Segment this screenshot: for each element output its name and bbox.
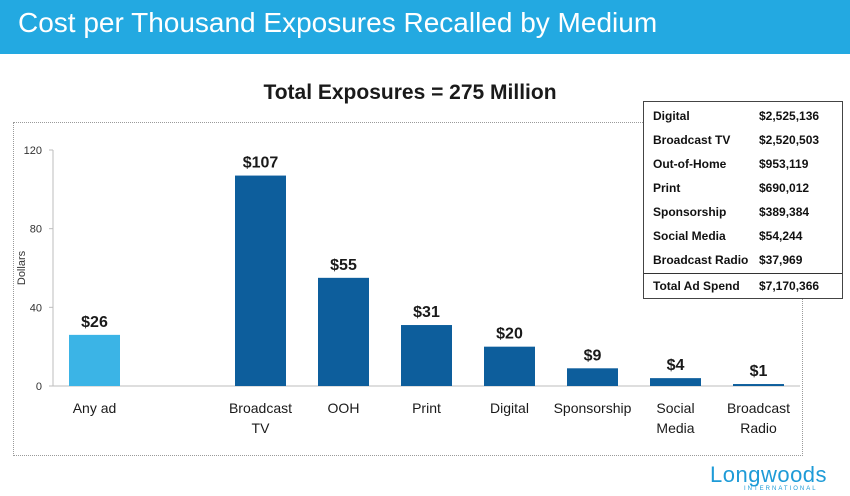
- data-label: $1: [750, 363, 768, 380]
- spend-value: $953,119: [759, 157, 809, 171]
- longwoods-logo: Longwoods INTERNATIONAL: [710, 463, 832, 493]
- data-label: $55: [330, 257, 357, 274]
- spend-value: $2,525,136: [759, 109, 820, 123]
- spend-row-sponsorship: Sponsorship $389,384: [644, 200, 842, 224]
- bar: [318, 277, 369, 386]
- bar: [567, 368, 618, 386]
- bar: [650, 378, 701, 386]
- y-axis-label: Dollars: [16, 250, 28, 285]
- data-label: $9: [584, 347, 602, 364]
- bar: [401, 325, 452, 386]
- x-tick-label: Broadcast: [727, 400, 790, 416]
- spend-label: Out-of-Home: [653, 157, 727, 171]
- x-tick-label: Print: [412, 400, 441, 416]
- logo-wordmark: Longwoods: [710, 462, 828, 487]
- y-tick-label: 0: [36, 381, 42, 393]
- x-tick-label: Sponsorship: [554, 400, 632, 416]
- table-divider: [644, 273, 842, 274]
- spend-label: Print: [653, 181, 681, 195]
- spend-label: Sponsorship: [653, 205, 727, 219]
- data-label: $20: [496, 326, 523, 343]
- x-tick-label: Digital: [490, 400, 529, 416]
- spend-value: $2,520,503: [759, 133, 820, 147]
- logo-subtitle: INTERNATIONAL: [744, 486, 818, 492]
- spend-value: $54,244: [759, 229, 803, 243]
- spend-row-digital: Digital $2,525,136: [644, 104, 842, 128]
- x-tick-label: Broadcast: [229, 400, 292, 416]
- spend-row-print: Print $690,012: [644, 176, 842, 200]
- spend-row-out-of-home: Out-of-Home $953,119: [644, 152, 842, 176]
- page-title: Cost per Thousand Exposures Recalled by …: [18, 7, 658, 38]
- bar: [69, 334, 120, 386]
- x-tick-label: Media: [656, 420, 694, 436]
- spend-row-social-media: Social Media $54,244: [644, 224, 842, 248]
- spend-row-broadcast-tv: Broadcast TV $2,520,503: [644, 128, 842, 152]
- x-tick-label: Radio: [740, 420, 777, 436]
- data-label: $4: [667, 357, 685, 374]
- bar: [484, 346, 535, 386]
- bar: [235, 175, 286, 386]
- spend-value: $37,969: [759, 253, 803, 267]
- x-tick-label: Social: [656, 400, 694, 416]
- bar: [733, 384, 784, 386]
- data-label: $26: [81, 314, 108, 331]
- ad-spend-table: Digital $2,525,136 Broadcast TV $2,520,5…: [643, 101, 843, 299]
- spend-row-total: Total Ad Spend $7,170,366: [644, 274, 842, 298]
- spend-value: $389,384: [759, 205, 810, 219]
- spend-total-value: $7,170,366: [759, 279, 820, 293]
- data-label: $107: [243, 155, 279, 172]
- x-tick-label: TV: [252, 420, 271, 436]
- y-tick-label: 80: [30, 224, 42, 236]
- y-tick-label: 40: [30, 302, 42, 314]
- spend-row-broadcast-radio: Broadcast Radio $37,969: [644, 248, 842, 272]
- spend-label: Digital: [653, 109, 690, 123]
- spend-label: Broadcast Radio: [653, 253, 749, 267]
- spend-total-label: Total Ad Spend: [653, 279, 740, 293]
- x-tick-label: OOH: [328, 400, 360, 416]
- header-bar: Cost per Thousand Exposures Recalled by …: [0, 0, 850, 54]
- spend-label: Broadcast TV: [653, 133, 731, 147]
- data-label: $31: [413, 304, 440, 321]
- y-tick-label: 120: [24, 145, 42, 157]
- chart-title: Total Exposures = 275 Million: [263, 81, 557, 104]
- x-tick-label: Any ad: [73, 400, 117, 416]
- spend-label: Social Media: [653, 229, 726, 243]
- spend-value: $690,012: [759, 181, 810, 195]
